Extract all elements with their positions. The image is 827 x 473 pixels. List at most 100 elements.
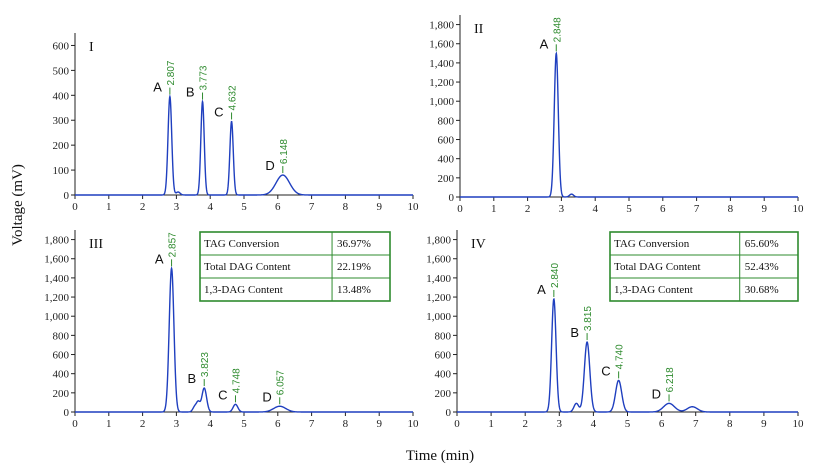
x-tick-label: 10 bbox=[408, 201, 420, 213]
peak-letter: A bbox=[153, 80, 162, 95]
y-tick-label: 0 bbox=[64, 407, 70, 419]
panel-II: 0 1 2 3 4 5 6 7 8 9 10 0 200 400 600 800 1,000 1,200 1,400… bbox=[429, 15, 804, 215]
x-tick-label: 4 bbox=[207, 201, 213, 213]
y-tick-label: 400 bbox=[435, 369, 452, 381]
x-tick-label: 8 bbox=[728, 203, 734, 215]
y-tick-label: 1,200 bbox=[429, 77, 454, 89]
x-tick-label: 9 bbox=[761, 203, 767, 215]
table-row-value: 22.19% bbox=[337, 261, 371, 273]
y-tick-label: 600 bbox=[53, 350, 70, 362]
x-tick-label: 10 bbox=[793, 418, 805, 430]
panel-label: III bbox=[89, 237, 103, 252]
y-tick-label: 0 bbox=[64, 190, 70, 202]
table-row-label: 1,3-DAG Content bbox=[204, 284, 283, 296]
panel-IV: 0 1 2 3 4 5 6 7 8 9 10 0 200 400 600 800 1,000 1,200 1,400… bbox=[426, 230, 804, 430]
table-row-label: TAG Conversion bbox=[204, 238, 280, 250]
x-tick-label: 0 bbox=[457, 203, 463, 215]
y-axis-title: Voltage (mV) bbox=[10, 164, 26, 246]
table-row-label: 1,3-DAG Content bbox=[614, 284, 693, 296]
y-tick-label: 400 bbox=[53, 90, 70, 102]
y-tick-label: 1,400 bbox=[426, 273, 451, 285]
peak-retention-time: 4.740 bbox=[615, 344, 626, 369]
panel-label: II bbox=[474, 22, 484, 37]
peak-letter: B bbox=[188, 371, 197, 386]
results-table: TAG Conversion 36.97% Total DAG Content 22.… bbox=[199, 231, 391, 302]
y-tick-label: 500 bbox=[53, 65, 70, 77]
x-tick-label: 8 bbox=[343, 201, 349, 213]
peak-letter: C bbox=[214, 104, 223, 119]
y-tick-label: 200 bbox=[438, 173, 455, 185]
x-tick-label: 4 bbox=[207, 418, 213, 430]
y-tick-label: 600 bbox=[435, 350, 452, 362]
chromatogram-trace bbox=[460, 51, 798, 198]
x-tick-label: 1 bbox=[106, 201, 112, 213]
x-tick-label: 2 bbox=[140, 418, 146, 430]
x-tick-label: 6 bbox=[659, 418, 665, 430]
y-tick-label: 1,800 bbox=[426, 235, 451, 247]
x-tick-label: 2 bbox=[140, 201, 146, 213]
y-tick-label: 200 bbox=[53, 388, 70, 400]
peak-letter: C bbox=[601, 363, 610, 378]
peak-retention-time: 2.848 bbox=[552, 17, 563, 42]
x-tick-label: 9 bbox=[376, 418, 382, 430]
x-tick-label: 5 bbox=[625, 418, 631, 430]
x-tick-label: 4 bbox=[591, 418, 597, 430]
x-tick-label: 5 bbox=[626, 203, 632, 215]
peak-letter: A bbox=[155, 251, 164, 266]
peak-letter: D bbox=[262, 389, 271, 404]
table-row-label: TAG Conversion bbox=[614, 238, 690, 250]
x-tick-label: 6 bbox=[275, 201, 281, 213]
y-tick-label: 100 bbox=[53, 165, 70, 177]
panel-III: 0 1 2 3 4 5 6 7 8 9 10 0 200 400 600 800 1,000 1,200 1,400… bbox=[44, 230, 419, 430]
y-tick-label: 1,600 bbox=[426, 254, 451, 266]
x-tick-label: 6 bbox=[275, 418, 281, 430]
peak-letter: C bbox=[218, 387, 227, 402]
x-tick-label: 2 bbox=[525, 203, 531, 215]
x-tick-label: 3 bbox=[174, 201, 180, 213]
y-tick-label: 1,200 bbox=[44, 292, 69, 304]
table-row-value: 13.48% bbox=[337, 284, 371, 296]
x-tick-label: 9 bbox=[761, 418, 767, 430]
y-tick-label: 1,800 bbox=[429, 20, 454, 32]
y-tick-label: 600 bbox=[53, 40, 70, 52]
y-tick-label: 1,400 bbox=[44, 273, 69, 285]
x-tick-label: 10 bbox=[408, 418, 420, 430]
x-tick-label: 7 bbox=[309, 201, 315, 213]
y-tick-label: 1,000 bbox=[44, 311, 69, 323]
peak-letter: A bbox=[540, 36, 549, 51]
y-tick-label: 1,200 bbox=[426, 292, 451, 304]
peak-retention-time: 6.057 bbox=[276, 370, 287, 395]
x-tick-label: 7 bbox=[693, 418, 699, 430]
peak-retention-time: 3.773 bbox=[199, 65, 210, 90]
x-tick-label: 6 bbox=[660, 203, 666, 215]
x-tick-label: 5 bbox=[241, 418, 247, 430]
x-tick-label: 1 bbox=[106, 418, 112, 430]
table-row-value: 52.43% bbox=[745, 261, 779, 273]
y-tick-label: 800 bbox=[438, 115, 455, 127]
peak-letter: D bbox=[265, 158, 274, 173]
peak-retention-time: 6.218 bbox=[665, 367, 676, 392]
y-tick-label: 1,600 bbox=[429, 39, 454, 51]
peak-letter: B bbox=[186, 85, 195, 100]
peak-retention-time: 2.807 bbox=[166, 60, 177, 85]
table-row-value: 65.60% bbox=[745, 238, 779, 250]
y-tick-label: 1,600 bbox=[44, 254, 69, 266]
chromatogram-trace bbox=[75, 266, 413, 413]
table-row-value: 36.97% bbox=[337, 238, 371, 250]
x-axis-title: Time (min) bbox=[406, 448, 474, 464]
y-tick-label: 1,000 bbox=[426, 311, 451, 323]
peak-retention-time: 2.840 bbox=[550, 263, 561, 288]
x-tick-label: 4 bbox=[592, 203, 598, 215]
y-tick-label: 300 bbox=[53, 115, 70, 127]
x-tick-label: 3 bbox=[557, 418, 563, 430]
y-tick-label: 800 bbox=[435, 330, 452, 342]
y-tick-label: 400 bbox=[438, 154, 455, 166]
table-row-label: Total DAG Content bbox=[204, 261, 291, 273]
table-row-label: Total DAG Content bbox=[614, 261, 701, 273]
y-tick-label: 0 bbox=[449, 192, 455, 204]
x-tick-label: 0 bbox=[454, 418, 460, 430]
y-tick-label: 1,800 bbox=[44, 235, 69, 247]
x-tick-label: 3 bbox=[559, 203, 565, 215]
x-tick-label: 9 bbox=[376, 201, 382, 213]
